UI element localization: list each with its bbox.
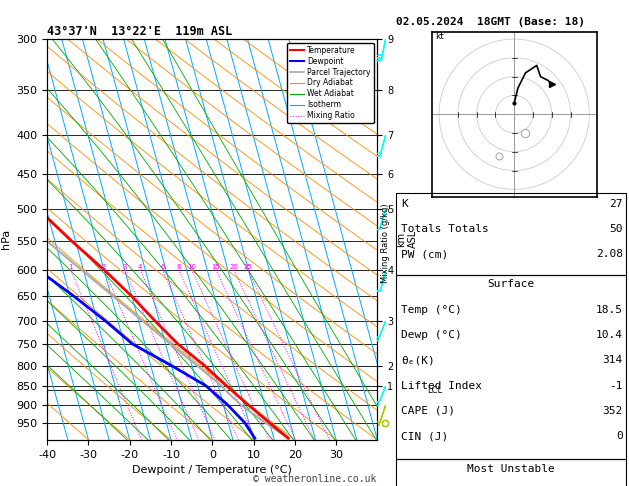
Text: 4: 4	[138, 264, 142, 270]
Text: 18.5: 18.5	[596, 305, 623, 315]
X-axis label: Dewpoint / Temperature (°C): Dewpoint / Temperature (°C)	[132, 465, 292, 475]
Text: Totals Totals: Totals Totals	[401, 224, 489, 234]
Text: 3: 3	[123, 264, 127, 270]
Text: 352: 352	[603, 406, 623, 416]
Text: 2.08: 2.08	[596, 249, 623, 260]
Text: © weatheronline.co.uk: © weatheronline.co.uk	[253, 473, 376, 484]
Text: Dewp (°C): Dewp (°C)	[401, 330, 462, 340]
Text: 2: 2	[102, 264, 106, 270]
Text: LCL: LCL	[427, 386, 442, 395]
Text: 43°37'N  13°22'E  119m ASL: 43°37'N 13°22'E 119m ASL	[47, 25, 233, 38]
Text: 15: 15	[211, 264, 220, 270]
Text: 8: 8	[176, 264, 181, 270]
Text: 1: 1	[69, 264, 73, 270]
Text: -1: -1	[610, 381, 623, 391]
Text: PW (cm): PW (cm)	[401, 249, 448, 260]
Text: 02.05.2024  18GMT (Base: 18): 02.05.2024 18GMT (Base: 18)	[396, 17, 585, 27]
Y-axis label: hPa: hPa	[1, 229, 11, 249]
Text: 20: 20	[230, 264, 238, 270]
Legend: Temperature, Dewpoint, Parcel Trajectory, Dry Adiabat, Wet Adiabat, Isotherm, Mi: Temperature, Dewpoint, Parcel Trajectory…	[287, 43, 374, 123]
Text: Mixing Ratio (g/kg): Mixing Ratio (g/kg)	[381, 203, 389, 283]
Text: K: K	[401, 199, 408, 209]
Text: CIN (J): CIN (J)	[401, 431, 448, 441]
Text: 0: 0	[616, 431, 623, 441]
Text: 6: 6	[160, 264, 165, 270]
Text: θₑ(K): θₑ(K)	[401, 355, 435, 365]
Text: 25: 25	[243, 264, 252, 270]
Y-axis label: km
ASL: km ASL	[396, 230, 418, 248]
Text: Temp (°C): Temp (°C)	[401, 305, 462, 315]
Text: 314: 314	[603, 355, 623, 365]
Text: 10.4: 10.4	[596, 330, 623, 340]
Text: kt: kt	[435, 32, 444, 41]
Text: 27: 27	[610, 199, 623, 209]
Text: Most Unstable: Most Unstable	[467, 464, 555, 474]
Text: 10: 10	[187, 264, 196, 270]
Text: 50: 50	[610, 224, 623, 234]
Text: Surface: Surface	[487, 279, 535, 290]
Text: CAPE (J): CAPE (J)	[401, 406, 455, 416]
Text: Lifted Index: Lifted Index	[401, 381, 482, 391]
